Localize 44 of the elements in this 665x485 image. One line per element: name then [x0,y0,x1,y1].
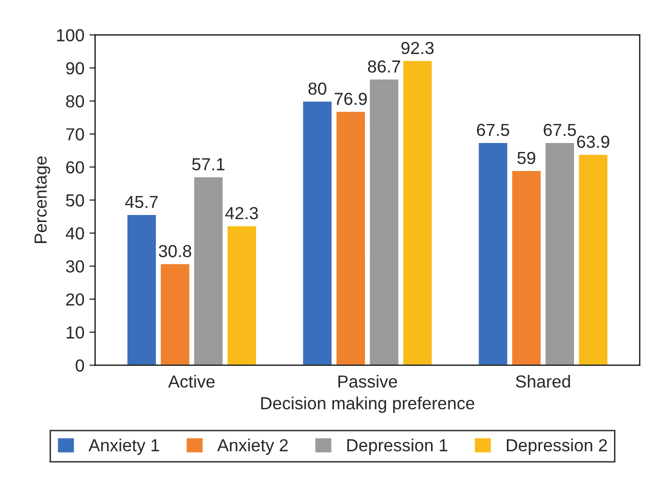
bar [335,110,366,366]
data-label: 45.7 [125,196,158,208]
y-tick-label: 90 [66,62,84,74]
bar [510,170,542,366]
legend-label: Anxiety 2 [217,438,288,455]
y-tick-label: 10 [66,326,84,339]
bar [578,153,609,366]
data-label: 30.8 [158,244,192,258]
y-tick-label: 20 [66,293,84,306]
bar [402,60,434,366]
y-tick-label: 0 [76,359,84,372]
bar [544,142,576,366]
bar [126,214,158,366]
y-axis-title: Percentage [34,156,50,244]
data-label: 42.3 [225,206,258,220]
data-label: 59 [517,152,536,164]
data-label: 80 [308,82,326,95]
y-tick-label: 80 [66,95,84,108]
data-label: 57.1 [192,158,224,170]
data-label: 67.5 [477,124,510,136]
legend-label: Depression 2 [506,438,607,455]
legend-label: Anxiety 1 [88,438,160,455]
data-label: 76.9 [334,92,367,106]
y-tick-label: 40 [66,227,84,240]
data-label: 67.5 [544,124,576,136]
y-tick-label: 30 [66,260,84,273]
y-tick-label: 60 [66,161,84,174]
bar [302,100,333,366]
x-tick-label: Shared [516,374,570,388]
bar [477,142,509,366]
data-label: 86.7 [368,60,400,73]
x-tick-label: Passive [338,374,398,388]
legend-label: Depression 1 [347,438,448,455]
y-tick-label: 50 [66,194,84,207]
data-label: 92.3 [401,42,434,54]
y-tick-label: 70 [66,128,84,140]
bar [192,176,224,366]
y-tick-label: 100 [57,29,84,42]
data-label: 63.9 [577,136,610,148]
bar [159,262,191,366]
x-axis-title: Decision making preference [261,396,474,413]
x-tick-label: Active [168,374,215,388]
bar [368,78,400,366]
bar [226,224,258,366]
